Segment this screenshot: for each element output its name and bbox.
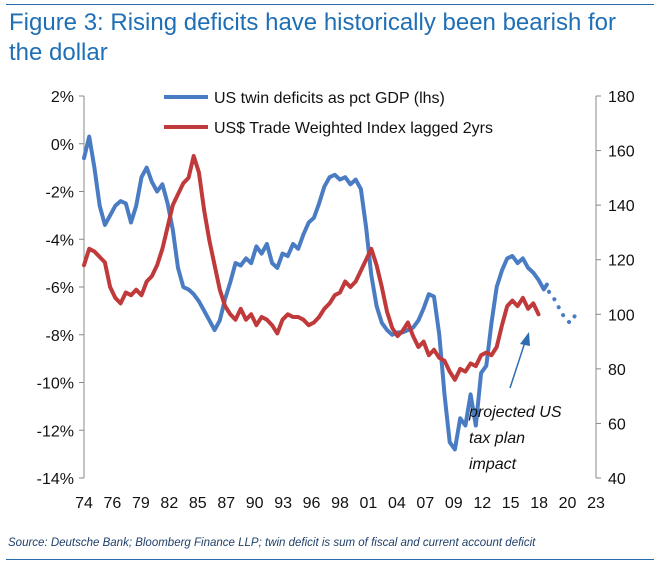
left-tick-label: -4%	[46, 232, 74, 249]
legend: US twin deficits as pct GDP (lhs) US$ Tr…	[164, 90, 493, 137]
x-tick-label: 79	[132, 495, 150, 512]
x-tick-label: 23	[587, 495, 605, 512]
left-tick-label: 0%	[51, 137, 74, 154]
series-line-0	[82, 134, 549, 452]
x-tick-label: 98	[331, 495, 349, 512]
annotation-line-3: impact	[469, 456, 517, 473]
x-tick-label: 04	[388, 495, 406, 512]
left-tick-label: 2%	[51, 89, 74, 106]
right-axis-ticks: 180 160 140 120 100 80 60 40	[596, 89, 635, 488]
left-tick-label: -6%	[46, 280, 74, 297]
x-tick-label: 12	[473, 495, 491, 512]
right-tick-label: 140	[608, 198, 635, 215]
legend-label-twin-deficits: US twin deficits as pct GDP (lhs)	[214, 90, 445, 107]
x-tick-label: 09	[445, 495, 463, 512]
right-tick-label: 40	[608, 471, 626, 488]
x-tick-label: 87	[217, 495, 235, 512]
annotation-line-1: projected US	[468, 404, 562, 421]
right-tick-label: 100	[608, 307, 635, 324]
right-tick-label: 180	[608, 89, 635, 106]
x-tick-label: 85	[189, 495, 207, 512]
annotation-arrowhead	[520, 332, 530, 346]
projection-annotation: projected US tax plan impact	[468, 332, 562, 473]
right-tick-label: 80	[608, 362, 626, 379]
series-line-2	[82, 154, 541, 382]
left-axis-ticks: 2% 0% -2% -4% -6% -8% -10% -12% -14%	[37, 89, 84, 488]
x-axis-ticks: 74 76 79 82 85 87 90 93 96 98 01 04 07 09 12 15 18 20 23	[75, 495, 605, 512]
x-tick-label: 76	[104, 495, 122, 512]
left-tick-label: -14%	[37, 471, 74, 488]
x-tick-label: 93	[274, 495, 292, 512]
source-note: Source: Deutsche Bank; Bloomberg Finance…	[8, 537, 536, 549]
x-tick-label: 96	[303, 495, 321, 512]
x-tick-label: 07	[416, 495, 434, 512]
right-tick-label: 120	[608, 253, 635, 270]
left-tick-label: -2%	[46, 185, 74, 202]
figure-title: Figure 3: Rising deficits have historica…	[9, 9, 616, 66]
annotation-arrow	[509, 338, 527, 389]
series-layer	[82, 134, 578, 452]
left-tick-label: -8%	[46, 328, 74, 345]
figure-frame	[6, 4, 654, 560]
x-tick-label: 01	[360, 495, 378, 512]
right-tick-label: 160	[608, 144, 635, 161]
x-tick-label: 90	[246, 495, 264, 512]
x-tick-label: 82	[160, 495, 178, 512]
left-tick-label: -12%	[37, 423, 74, 440]
x-tick-label: 74	[75, 495, 93, 512]
left-tick-label: -10%	[37, 376, 74, 393]
annotation-line-2: tax plan	[469, 430, 525, 447]
right-tick-label: 60	[608, 416, 626, 433]
legend-label-trade-weighted: US$ Trade Weighted Index lagged 2yrs	[214, 120, 493, 137]
x-tick-label: 18	[530, 495, 548, 512]
x-tick-label: 15	[502, 495, 520, 512]
x-tick-label: 20	[559, 495, 577, 512]
series-line-1	[547, 289, 578, 325]
